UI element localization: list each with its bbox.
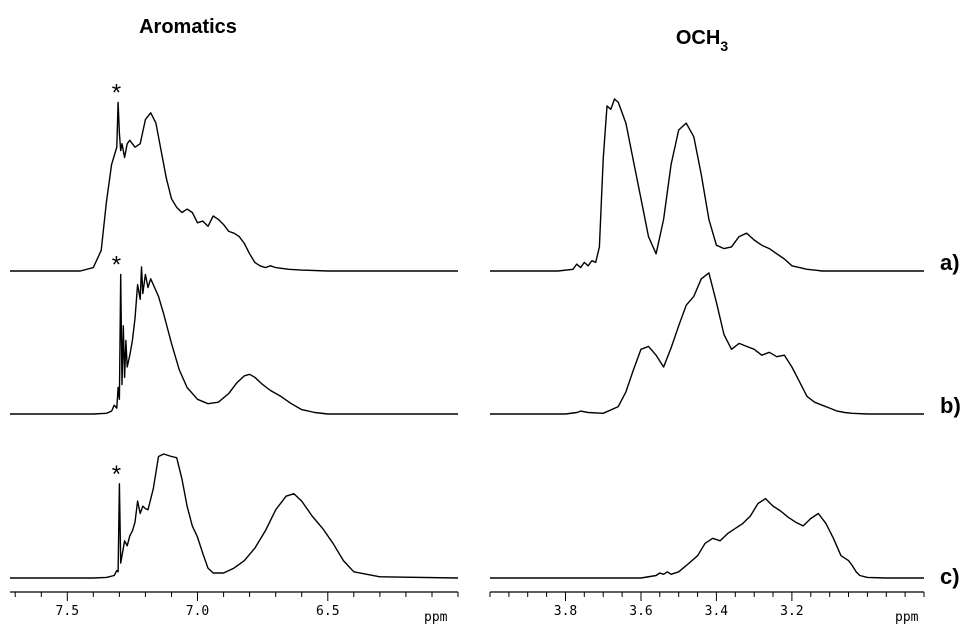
aromatics-trace-b: [10, 266, 458, 415]
och3-axis-unit: ppm: [895, 610, 919, 625]
solvent-marker-a: *: [112, 79, 121, 106]
och3-title-main: OCH: [676, 27, 720, 49]
tick-label: 7.0: [186, 604, 209, 619]
aromatics-traces: [10, 101, 459, 579]
aromatics-panel-title: Aromatics: [139, 16, 237, 38]
trace-label-a: a): [940, 250, 960, 275]
aromatics-trace-c: [10, 453, 459, 579]
och3-x-axis: 3.8 3.6 3.4 3.2: [489, 591, 925, 619]
tick-label: 3.4: [705, 604, 729, 619]
trace-label-c: c): [940, 564, 960, 589]
tick-label: 3.6: [629, 604, 652, 619]
solvent-marker-b: *: [112, 251, 121, 278]
tick-label: 3.8: [554, 604, 577, 619]
aromatics-x-axis: 7.5 7.0 6.5: [10, 591, 459, 619]
tick-label: 3.2: [780, 604, 803, 619]
och3-trace-a: [490, 98, 924, 272]
tick-label: 6.5: [316, 604, 339, 619]
och3-trace-c: [490, 497, 924, 579]
tick-label: 7.5: [56, 604, 79, 619]
aromatics-trace-a: [10, 101, 458, 272]
och3-trace-b: [490, 272, 924, 415]
trace-label-b: b): [940, 393, 961, 418]
och3-traces: [490, 98, 924, 579]
solvent-marker-c: *: [112, 461, 121, 488]
och3-panel-title: OCH3: [676, 27, 728, 54]
och3-title-subscript: 3: [720, 38, 728, 54]
aromatics-axis-unit: ppm: [424, 610, 448, 625]
